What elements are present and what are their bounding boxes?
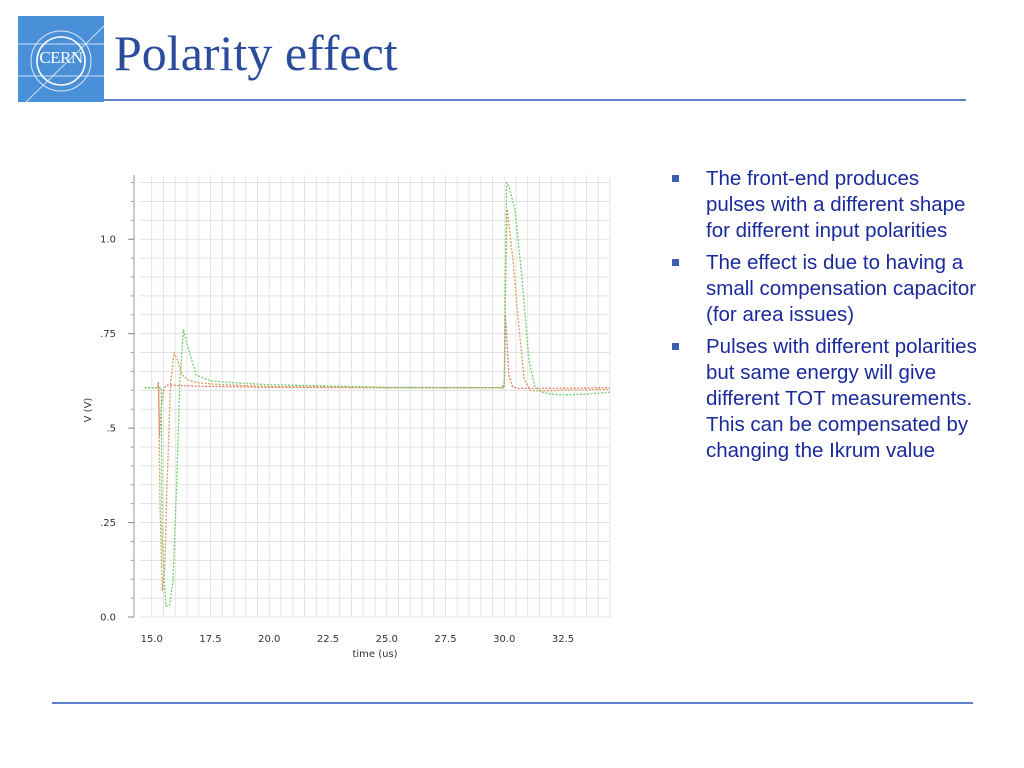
x-tick-label: 30.0 [493,634,515,645]
cern-logo-text: CERN [39,48,83,67]
x-axis-label: time (us) [352,649,397,660]
bullet-marker-icon [672,175,679,182]
x-tick-label: 25.0 [376,634,398,645]
footer-divider [52,702,973,704]
x-tick-label: 15.0 [141,634,163,645]
x-tick-label: 17.5 [199,634,221,645]
series-line-3 [144,181,611,607]
y-axis: 0.0 .25 .5 .75 1.0 [100,182,134,624]
y-tick-label: .75 [100,329,116,340]
y-tick-label: 1.0 [100,235,116,246]
bullet-text: The effect is due to having a small comp… [706,251,977,326]
y-axis-label: V (V) [83,398,94,423]
chart-grid [140,175,611,618]
bullet-item: The front-end produces pulses with a dif… [668,166,978,244]
cern-logo-graphic [18,25,104,102]
bullet-list: The front-end produces pulses with a dif… [668,166,978,470]
x-tick-label: 32.5 [552,634,574,645]
bullet-text: The front-end produces pulses with a dif… [706,167,966,242]
x-tick-label: 20.0 [258,634,280,645]
voltage-time-chart: 0.0 .25 .5 .75 1.0 15.0 17.5 20.0 22.5 25.0 27.5 3… [83,175,611,660]
bullet-marker-icon [672,343,679,350]
y-tick-label: 0.0 [100,613,116,624]
bullet-item: The effect is due to having a small comp… [668,250,978,328]
cern-logo: CERN [18,16,104,102]
x-axis: 15.0 17.5 20.0 22.5 25.0 27.5 30.0 32.5 [141,634,575,645]
x-tick-label: 22.5 [317,634,339,645]
title-divider [104,99,966,101]
bullet-marker-icon [672,259,679,266]
series-line-1 [144,314,611,437]
series-line-2 [144,208,611,592]
slide-title: Polarity effect [114,25,398,81]
y-tick-label: .25 [100,518,116,529]
bullet-item: Pulses with different polarities but sam… [668,334,978,464]
x-tick-label: 27.5 [434,634,456,645]
y-tick-label: .5 [106,424,116,435]
bullet-text: Pulses with different polarities but sam… [706,335,977,462]
chart-series [144,181,611,607]
